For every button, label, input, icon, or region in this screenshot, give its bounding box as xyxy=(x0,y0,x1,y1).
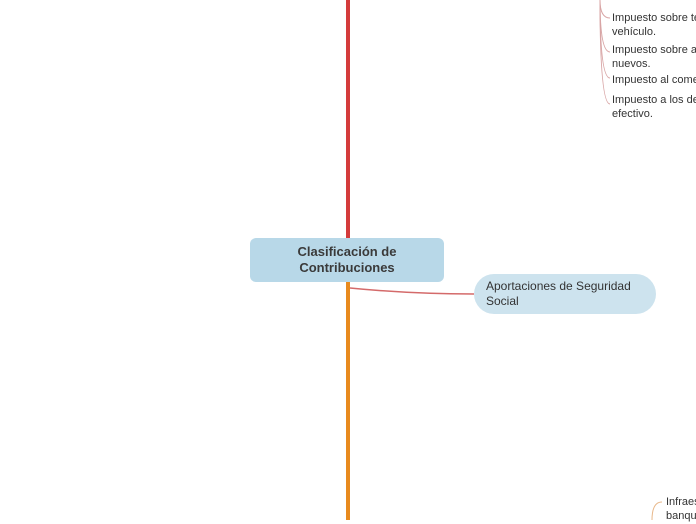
vertical-line-top xyxy=(346,0,350,238)
leaf-tenencia: Impuesto sobre tenencia vehículo. xyxy=(612,12,696,40)
center-node[interactable]: Clasificación de Contribuciones xyxy=(250,238,444,282)
leaf-comercio: Impuesto al comercio e xyxy=(612,74,696,88)
center-title: Clasificación de Contribuciones xyxy=(258,244,436,277)
leaf-automoviles: Impuesto sobre automóviles nuevos. xyxy=(612,44,696,72)
leaf-infraestructura: Infraestructura banque xyxy=(666,496,696,524)
child-node-seguridad-social[interactable]: Aportaciones de Seguridad Social xyxy=(474,274,656,314)
child-label: Aportaciones de Seguridad Social xyxy=(486,279,644,309)
leaf-depositos: Impuesto a los depósitos efectivo. xyxy=(612,94,696,122)
leaf-curve-bottom xyxy=(648,490,668,520)
vertical-line-bottom xyxy=(346,282,350,520)
